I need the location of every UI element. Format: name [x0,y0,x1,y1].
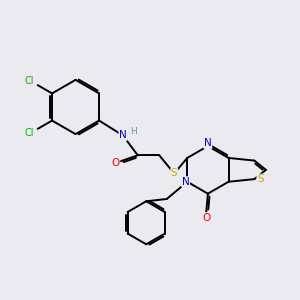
Text: O: O [202,213,210,223]
Text: O: O [112,158,120,168]
Text: S: S [257,174,264,184]
Text: N: N [119,130,127,140]
Text: H: H [130,127,137,136]
Text: N: N [204,138,212,148]
Text: N: N [182,177,190,187]
Text: Cl: Cl [25,128,34,139]
Text: Cl: Cl [25,76,34,85]
Text: S: S [171,169,178,178]
